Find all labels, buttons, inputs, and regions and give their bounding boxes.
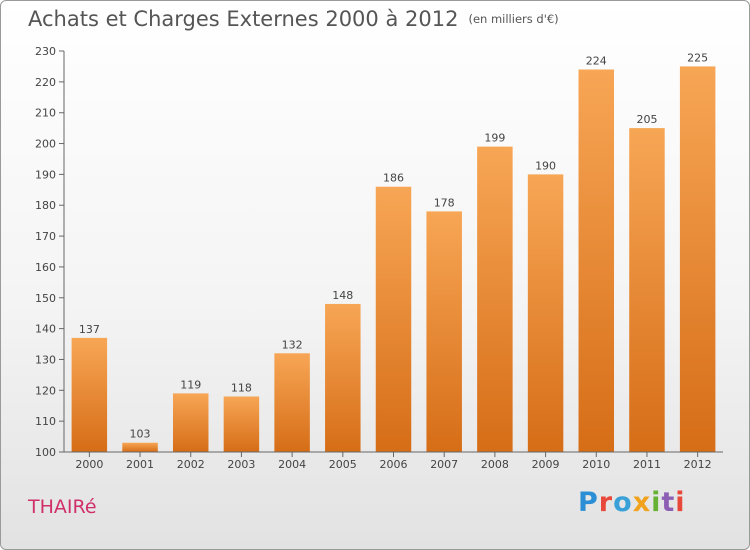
y-tick-label: 120 bbox=[35, 384, 56, 397]
x-tick-label: 2011 bbox=[633, 458, 661, 471]
y-tick-label: 190 bbox=[35, 168, 56, 181]
x-tick-label: 2010 bbox=[582, 458, 610, 471]
bar bbox=[426, 211, 462, 452]
logo-letter: i bbox=[675, 487, 686, 518]
x-tick-label: 2002 bbox=[177, 458, 205, 471]
logo-letter: P bbox=[578, 487, 599, 518]
y-axis: 100 110 120 130 140 150 160 170 180 190 200 210 220 2… bbox=[35, 45, 65, 459]
proxiti-logo: Proxiti bbox=[578, 487, 686, 518]
bar-value-label: 224 bbox=[586, 55, 607, 68]
bar bbox=[375, 186, 412, 452]
y-tick-label: 130 bbox=[35, 353, 56, 366]
y-tick-label: 150 bbox=[35, 292, 56, 305]
y-tick-label: 210 bbox=[35, 107, 56, 120]
x-tick-label: 2000 bbox=[75, 458, 103, 471]
chart-title-text: Achats et Charges Externes 2000 à 2012 bbox=[28, 7, 459, 31]
bar bbox=[578, 69, 615, 452]
y-tick-label: 200 bbox=[35, 138, 56, 151]
x-tick-label: 2005 bbox=[329, 458, 357, 471]
y-tick-label: 170 bbox=[35, 230, 56, 243]
x-tick-label: 2006 bbox=[380, 458, 408, 471]
y-tick-label: 220 bbox=[35, 76, 56, 89]
logo-letter: t bbox=[661, 487, 676, 518]
logo-letter: r bbox=[598, 487, 614, 518]
chart-title: Achats et Charges Externes 2000 à 2012 (e… bbox=[28, 7, 559, 31]
bar-value-label: 132 bbox=[282, 338, 303, 351]
logo-letter: o bbox=[613, 487, 633, 518]
x-axis: 2000 2001 2002 2003 2004 2005 2006 2007 2008 2009… bbox=[64, 451, 723, 471]
bar bbox=[223, 396, 260, 452]
bar bbox=[172, 393, 209, 452]
x-tick-label: 2001 bbox=[126, 458, 154, 471]
bars: 137 103 119 118 132 148 186 178 199 190 224 205 225 bbox=[71, 51, 716, 452]
y-tick-label: 140 bbox=[35, 323, 56, 336]
y-tick-label: 100 bbox=[35, 446, 56, 459]
logo-letter: x bbox=[632, 487, 652, 518]
bar-value-label: 205 bbox=[636, 113, 657, 126]
y-tick-label: 180 bbox=[35, 199, 56, 212]
bar-value-label: 199 bbox=[484, 132, 505, 145]
bar-value-label: 190 bbox=[535, 159, 556, 172]
y-tick-label: 160 bbox=[35, 261, 56, 274]
x-tick-label: 2003 bbox=[227, 458, 255, 471]
commune-name: THAIRé bbox=[28, 496, 97, 518]
bar bbox=[274, 353, 310, 452]
bar bbox=[325, 303, 361, 452]
bar-value-label: 148 bbox=[332, 289, 353, 302]
bar-value-label: 137 bbox=[79, 323, 100, 336]
bar-value-label: 119 bbox=[180, 378, 201, 391]
bar bbox=[679, 66, 716, 452]
bar bbox=[629, 128, 665, 452]
bar-value-label: 103 bbox=[130, 428, 151, 441]
logo-letter: i bbox=[651, 487, 662, 518]
x-tick-label: 2012 bbox=[684, 458, 712, 471]
chart-unit-text: (en milliers d'€) bbox=[468, 12, 559, 26]
y-tick-label: 230 bbox=[35, 45, 56, 58]
bar bbox=[477, 146, 513, 452]
bar-value-label: 186 bbox=[383, 172, 404, 185]
bar bbox=[122, 442, 158, 452]
bar-value-label: 225 bbox=[687, 51, 708, 64]
y-tick-label: 110 bbox=[35, 415, 56, 428]
bar-value-label: 178 bbox=[434, 196, 455, 209]
x-tick-label: 2004 bbox=[278, 458, 306, 471]
bar bbox=[71, 337, 108, 452]
x-tick-label: 2009 bbox=[532, 458, 560, 471]
x-tick-label: 2008 bbox=[481, 458, 509, 471]
x-tick-label: 2007 bbox=[430, 458, 458, 471]
bar-value-label: 118 bbox=[231, 381, 252, 394]
bar bbox=[527, 174, 564, 452]
